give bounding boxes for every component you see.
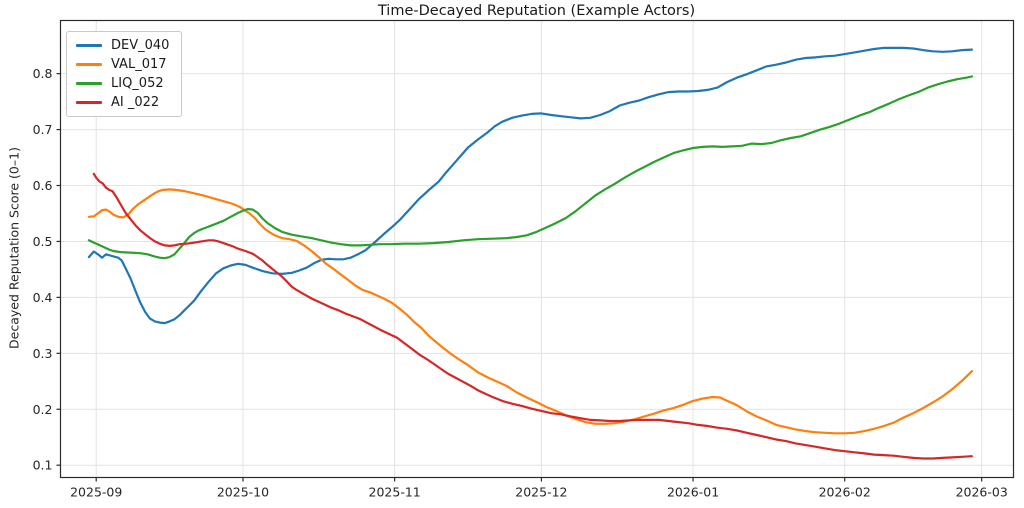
legend-line-swatch [76, 82, 102, 85]
legend-label: VAL_017 [111, 57, 167, 72]
legend-item-ai_022: AI _022 [76, 96, 169, 109]
series-line-liq_052 [87, 75, 974, 260]
y-tick-label: 0.6 [33, 178, 53, 193]
legend-line-swatch [76, 44, 102, 47]
x-tick-label: 2026-03 [956, 485, 1008, 500]
legend-line-swatch [76, 101, 102, 104]
x-tick-label: 2025-12 [515, 485, 567, 500]
y-tick-label: 0.4 [33, 290, 53, 305]
y-axis-label: Decayed Reputation Score (0–1) [6, 147, 22, 349]
y-tick-label: 0.2 [33, 402, 53, 417]
series-line-dev_040 [87, 46, 974, 325]
legend-item-dev_040: DEV_040 [76, 39, 169, 52]
x-tick-label: 2025-11 [369, 485, 421, 500]
series-line-val_017 [87, 188, 974, 435]
legend-item-val_017: VAL_017 [76, 58, 169, 71]
x-tick-label: 2025-09 [70, 485, 122, 500]
x-tick-label: 2026-02 [819, 485, 871, 500]
y-tick-label: 0.5 [33, 234, 53, 249]
legend-label: AI _022 [111, 95, 160, 110]
legend-label: DEV_040 [111, 38, 170, 53]
y-tick-label: 0.1 [33, 458, 53, 473]
y-tick-label: 0.3 [33, 346, 53, 361]
x-tick-label: 2025-10 [217, 485, 269, 500]
chart-title: Time-Decayed Reputation (Example Actors) [377, 3, 696, 19]
legend-line-swatch [76, 63, 102, 66]
legend-item-liq_052: LIQ_052 [76, 77, 169, 90]
x-tick-label: 2026-01 [667, 485, 719, 500]
y-tick-label: 0.8 [33, 66, 53, 81]
plot-border [59, 19, 1015, 479]
series-line-ai_022 [92, 172, 974, 460]
legend-label: LIQ_052 [111, 76, 164, 91]
y-tick-label: 0.7 [33, 122, 53, 137]
legend: DEV_040 VAL_017 LIQ_052 AI _022 [66, 31, 183, 117]
